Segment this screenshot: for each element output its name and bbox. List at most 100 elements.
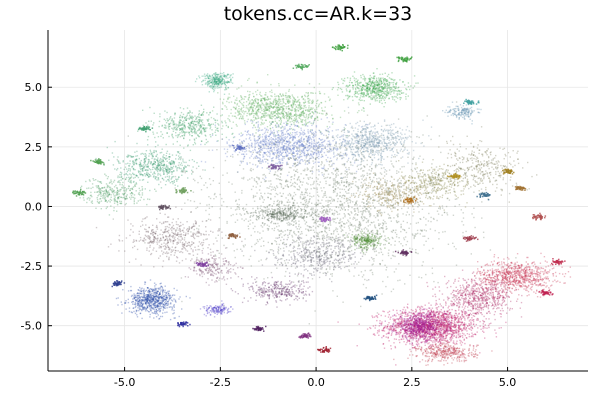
point [286,291,288,294]
point [139,296,141,298]
point [520,271,522,273]
point [142,303,144,305]
point [451,331,454,334]
point [497,268,499,271]
point [525,265,528,267]
point [280,300,283,302]
point [463,279,465,281]
point [492,296,495,298]
point [450,330,452,332]
point [261,291,264,293]
point [443,318,445,320]
point [145,299,147,301]
point [202,306,204,308]
point [501,291,503,294]
point [418,328,420,330]
point [468,303,471,306]
point [444,322,446,324]
point [435,353,438,356]
point [444,318,447,320]
point [497,302,499,304]
cluster-1 [458,252,572,300]
point [475,297,477,299]
point [203,307,206,310]
point [421,323,423,325]
point [297,288,299,290]
point [435,327,437,329]
point [444,357,446,360]
point [424,337,426,339]
point [432,322,435,324]
point [268,297,270,300]
point [419,329,421,332]
point [434,357,436,359]
point [530,289,533,291]
point [483,278,485,280]
point [488,276,490,278]
point [388,326,391,328]
point [411,324,414,326]
point [495,283,498,285]
point [449,326,451,328]
point [530,286,532,289]
point [426,314,428,316]
point [507,270,510,272]
point [448,323,450,326]
point [436,324,438,326]
point [427,322,430,324]
point [138,294,140,296]
point [205,315,207,317]
point [217,310,220,312]
point [420,321,423,323]
point [424,332,427,335]
point [401,322,403,324]
point [390,345,392,347]
point [503,297,505,299]
point [448,347,451,350]
point [394,329,396,332]
point [142,294,145,296]
point [155,306,157,308]
point [406,333,408,336]
point [509,277,511,279]
point [270,284,272,286]
point [523,268,526,270]
point [438,330,440,332]
point [145,297,147,299]
point [439,325,442,327]
point [512,281,515,283]
point [483,290,485,292]
point [428,313,431,316]
point [507,266,509,268]
point [544,260,547,262]
point [151,298,153,300]
point [438,310,440,312]
point [421,324,423,326]
point [446,353,449,355]
point [466,285,468,287]
point [440,327,442,330]
point [402,328,405,330]
point [406,320,408,322]
point [416,317,418,320]
point [400,317,403,319]
point [484,281,487,283]
point [432,310,435,312]
point [403,324,406,327]
point [504,276,507,278]
point [415,327,417,330]
point [430,347,432,349]
point [138,307,141,309]
point [348,84,351,87]
point [428,358,431,360]
point [432,312,434,314]
point [275,300,277,302]
point [502,266,505,268]
point [138,301,140,303]
point [405,336,407,338]
point [508,277,511,280]
point [452,325,454,328]
point [452,340,455,342]
point [146,294,149,296]
point [268,286,270,289]
